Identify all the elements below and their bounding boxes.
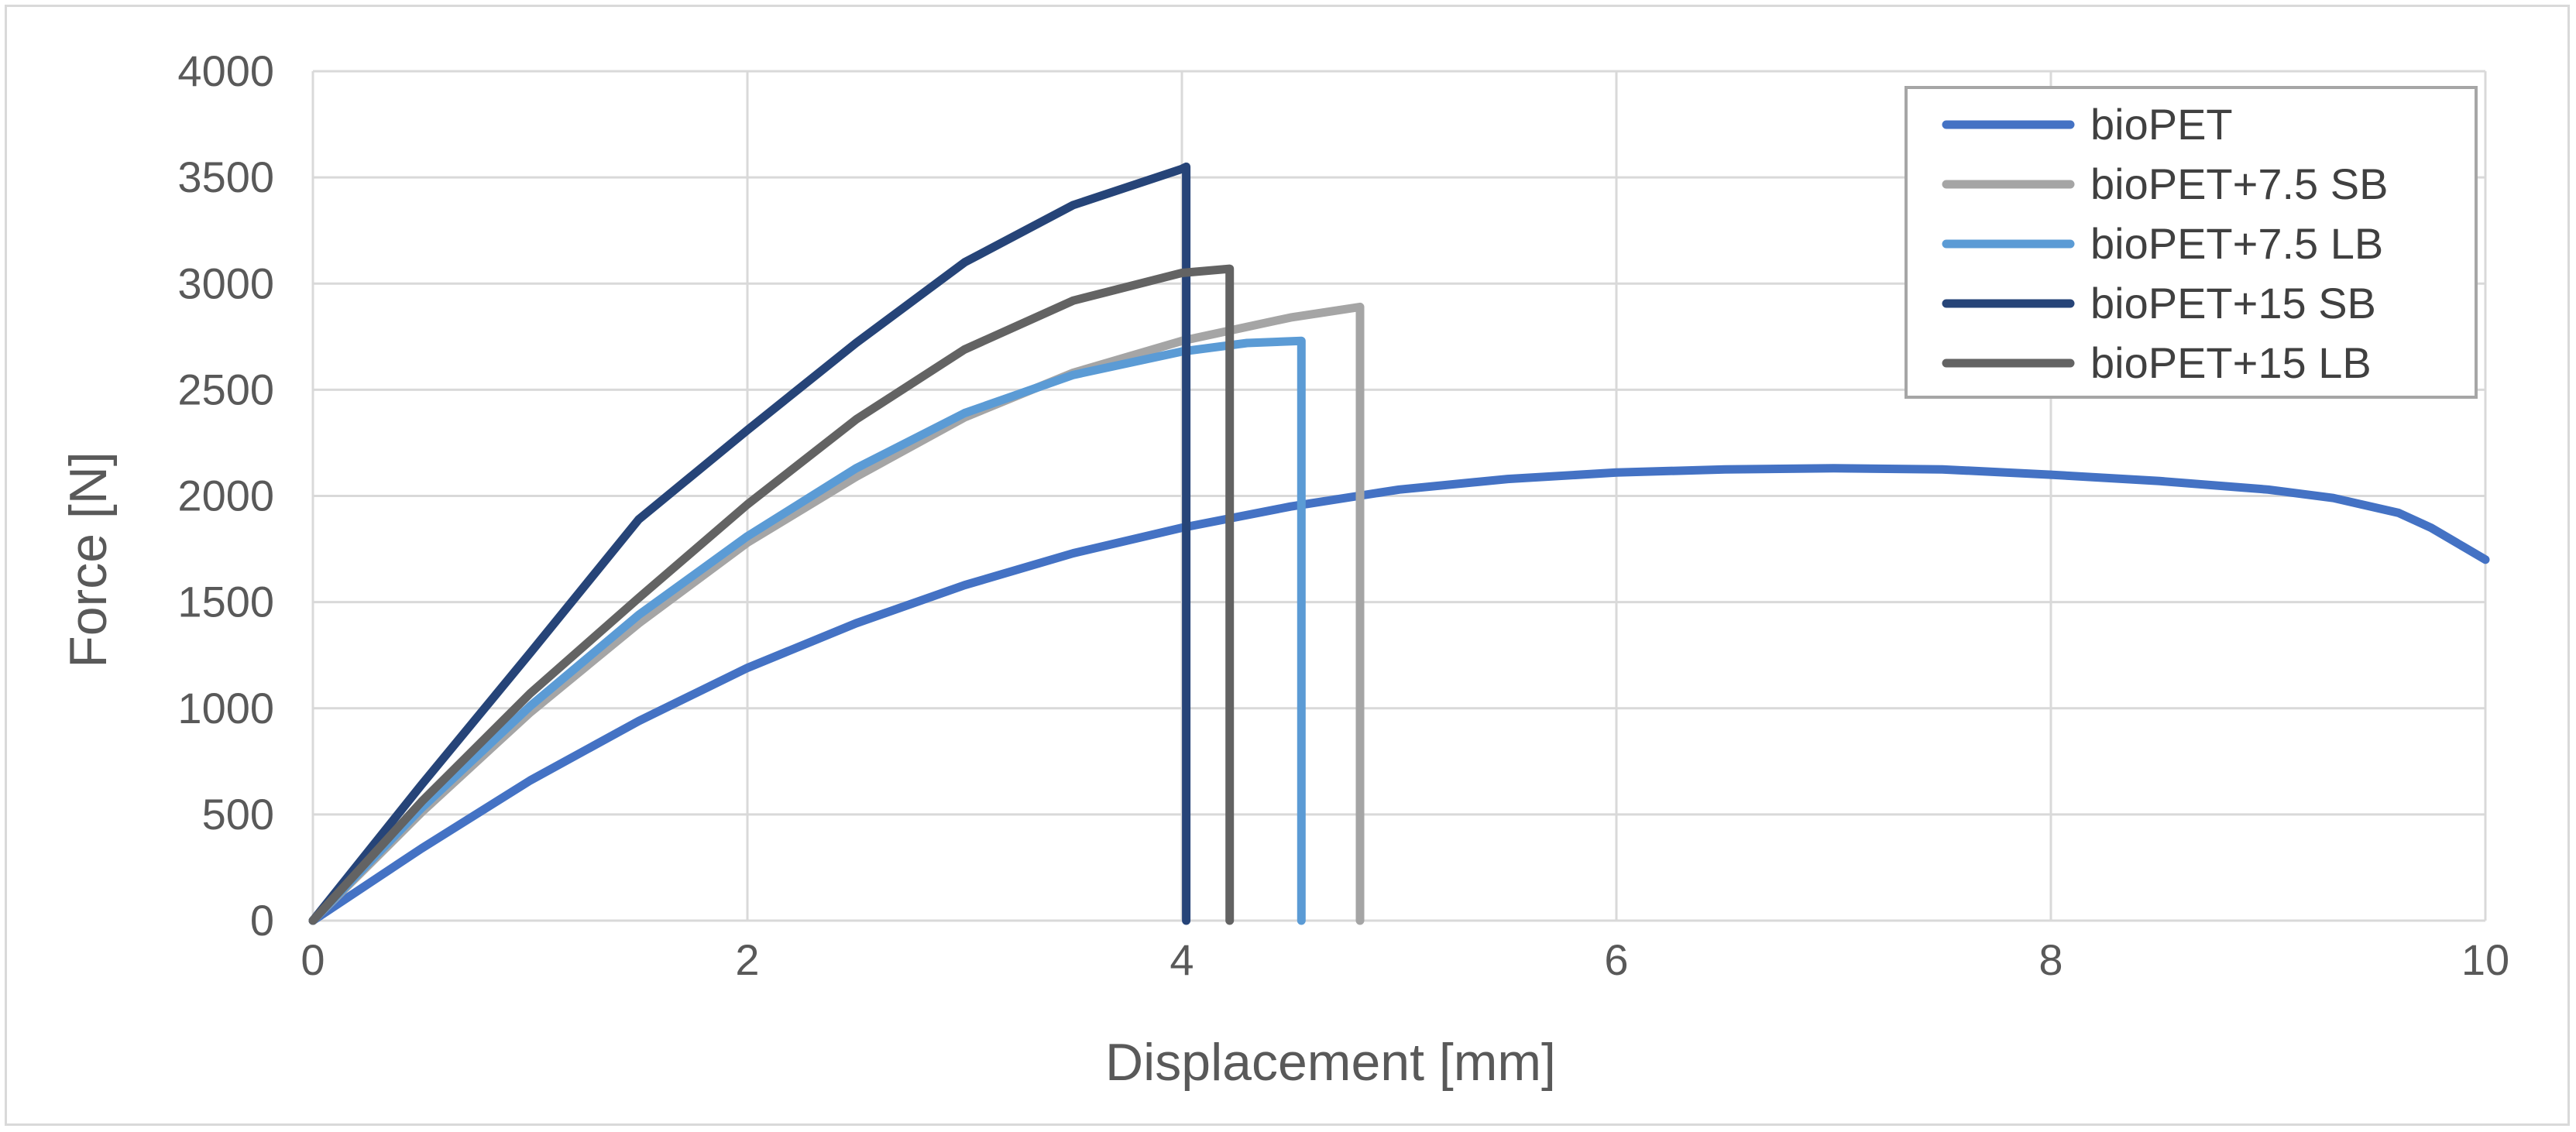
chart-frame: 0 500 1000 1500 2000 2500 3000 3500 4000 0 2 4 6 8 10 … <box>5 5 2570 1126</box>
y-tick-label: 3500 <box>177 153 274 201</box>
y-tick-label: 3000 <box>177 259 274 307</box>
legend-label: bioPET+15 SB <box>2090 279 2376 328</box>
legend: bioPET bioPET+7.5 SB bioPET+7.5 LB bioPET+1… <box>1905 86 2478 399</box>
x-tick-label: 0 <box>301 935 325 984</box>
y-axis-title: Force [N] <box>59 451 118 668</box>
y-tick-label: 2500 <box>177 365 274 413</box>
legend-label: bioPET+7.5 SB <box>2090 160 2388 208</box>
x-tick-label: 6 <box>1604 935 1628 984</box>
series-line <box>308 336 1306 925</box>
x-tick-label: 2 <box>735 935 759 984</box>
y-tick-label: 0 <box>250 896 274 945</box>
x-tick-label: 10 <box>2461 935 2509 984</box>
legend-label: bioPET+7.5 LB <box>2090 219 2383 268</box>
y-tick-label: 4000 <box>177 46 274 95</box>
legend-label: bioPET+15 LB <box>2090 338 2372 387</box>
series-line <box>308 464 2490 925</box>
grid-layer <box>311 70 2487 922</box>
series-line <box>308 302 1365 925</box>
series-line <box>308 162 1191 925</box>
ticks-layer: 0 500 1000 1500 2000 2500 3000 3500 4000 0 2 4 6 8 10 <box>177 46 2509 984</box>
series-layer <box>308 162 2490 925</box>
y-tick-label: 1500 <box>177 578 274 626</box>
legend-label: bioPET <box>2090 100 2233 149</box>
x-tick-label: 8 <box>2038 935 2063 984</box>
y-tick-label: 500 <box>202 790 274 839</box>
y-tick-label: 2000 <box>177 472 274 520</box>
x-tick-label: 4 <box>1170 935 1194 984</box>
y-tick-label: 1000 <box>177 684 274 732</box>
series-line <box>308 264 1235 925</box>
x-axis-title: Displacement [mm] <box>1105 1033 1556 1092</box>
